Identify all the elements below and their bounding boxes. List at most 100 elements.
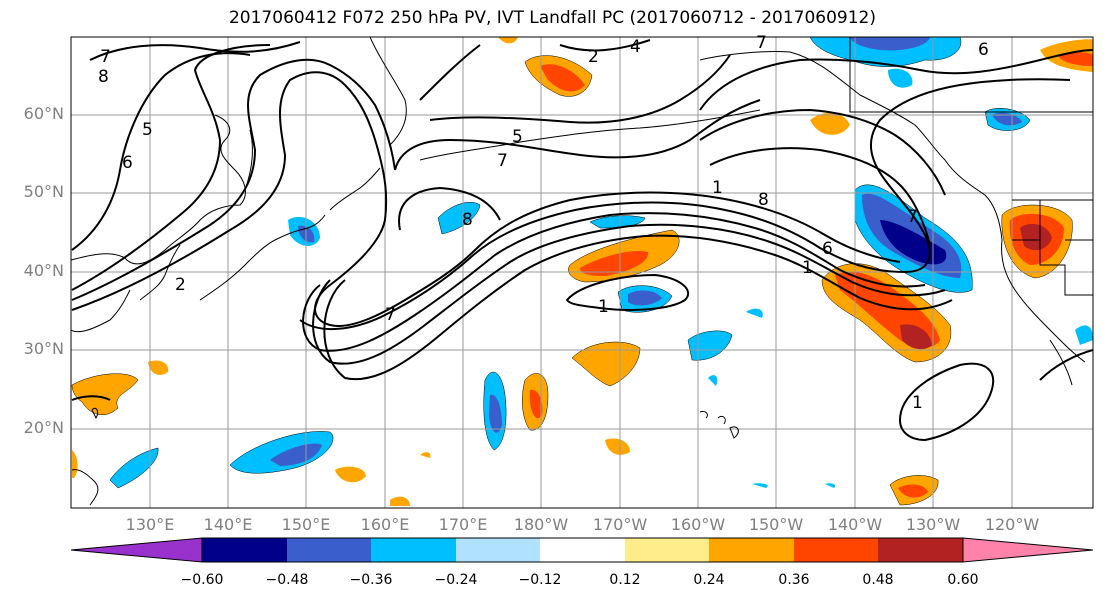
lat-label: 60°N [23,104,64,123]
positive-anomaly [1058,52,1093,66]
colorbar-tick: −0.24 [434,572,478,588]
lat-label: 50°N [23,182,64,201]
china-coastline [71,289,131,333]
colorbar-tick: −0.36 [349,572,393,588]
contour-label: 8 [462,210,473,230]
contour-label: 4 [630,37,641,57]
negative-anomaly [992,112,1022,126]
taiwan [91,407,99,419]
colorbar-tick: 0.24 [693,572,725,588]
negative-anomaly [109,447,159,489]
lat-label: 20°N [23,418,64,437]
negative-anomaly [628,290,662,306]
colorbar-extend-low [70,537,203,563]
positive-anomaly [1020,223,1052,251]
negative-anomaly [687,330,733,361]
positive-anomaly [390,496,410,506]
contour-label: 1 [712,178,723,198]
colorbar-bin [794,538,878,562]
pv-contours [71,39,1093,442]
contour-label: 2 [175,275,186,295]
negative-anomaly [708,375,718,386]
lon-label: 170°W [592,515,648,534]
negative-anomaly [1075,325,1093,345]
positive-anomaly [605,438,630,455]
map-title: 2017060412 F072 250 hPa PV, IVT Landfall… [228,8,876,28]
contour-label: 1 [598,297,609,317]
lon-label: 140°E [203,515,253,534]
contour-label: 1 [802,258,813,278]
colorbar-bin [456,538,540,562]
colorbar-bin [287,538,371,562]
colorbar [70,537,1094,563]
hawaii-islands [699,411,739,439]
alaska-coastline [699,51,1086,363]
positive-anomaly [529,389,543,419]
negative-anomaly [809,37,962,67]
philippines [71,469,99,506]
negative-anomaly [825,483,836,488]
colorbar-bin [625,538,709,562]
positive-anomaly [72,450,78,478]
colorbar-tick: 0.60 [947,572,979,588]
contour-label: 6 [978,40,989,60]
positive-anomaly [898,484,928,498]
colorbar-tick: −0.60 [180,572,224,588]
kuril-islands [329,167,381,211]
colorbar-tick: −0.48 [265,572,309,588]
contour-label: 6 [822,239,833,259]
colorbar-bin [878,538,963,562]
lat-label: 40°N [23,261,64,280]
kamchatka [369,37,407,146]
contour-label: 7 [907,207,918,227]
asia-coastline [71,114,246,265]
gridlines [71,37,1093,508]
map-frame [70,36,1094,509]
negative-anomaly [437,202,481,235]
canada-border [849,37,1093,113]
state-borders [1012,200,1093,296]
colorbar-tick: 0.12 [609,572,641,588]
contour-label: 1 [912,393,923,413]
contour-label: 7 [497,151,508,171]
contour-label: 5 [512,127,523,147]
negative-anomaly [752,483,768,488]
lat-label: 30°N [23,339,64,358]
lon-label: 150°E [281,515,331,534]
contour-label: 6 [122,153,133,173]
shaded-anomalies [71,37,1093,506]
positive-anomaly [580,250,649,276]
contour-label: 7 [385,305,396,325]
lon-label: 140°W [827,515,883,534]
colorbar-tick: 0.48 [862,572,894,588]
contour-label: 2 [588,47,599,67]
positive-anomaly [71,373,139,416]
colorbar-bin [371,538,456,562]
colorbar-extend-high [962,537,1094,563]
lon-label: 180°W [513,515,569,534]
lon-label: 150°W [748,515,804,534]
positive-anomaly [900,324,932,350]
negative-anomaly [746,308,763,318]
lon-label: 160°W [670,515,726,534]
positive-anomaly [498,37,518,44]
negative-anomaly [850,37,930,51]
coastlines [71,37,1093,506]
contour-label: 8 [758,190,769,210]
contour-label: 8 [98,67,109,87]
negative-anomaly [229,431,334,474]
contour-label: 7 [100,47,111,67]
contour-label: 7 [756,33,767,53]
contour-label: 5 [142,120,153,140]
positive-anomaly [810,112,850,135]
korea-coastline [139,244,181,301]
negative-anomaly [489,394,502,433]
aleutian-islands [419,109,761,161]
lon-label: 130°W [905,515,961,534]
negative-anomaly [888,68,913,88]
colorbar-tick: −0.12 [518,572,562,588]
colorbar-bin [202,538,287,562]
positive-anomaly [148,360,169,375]
negative-anomaly [270,443,322,466]
